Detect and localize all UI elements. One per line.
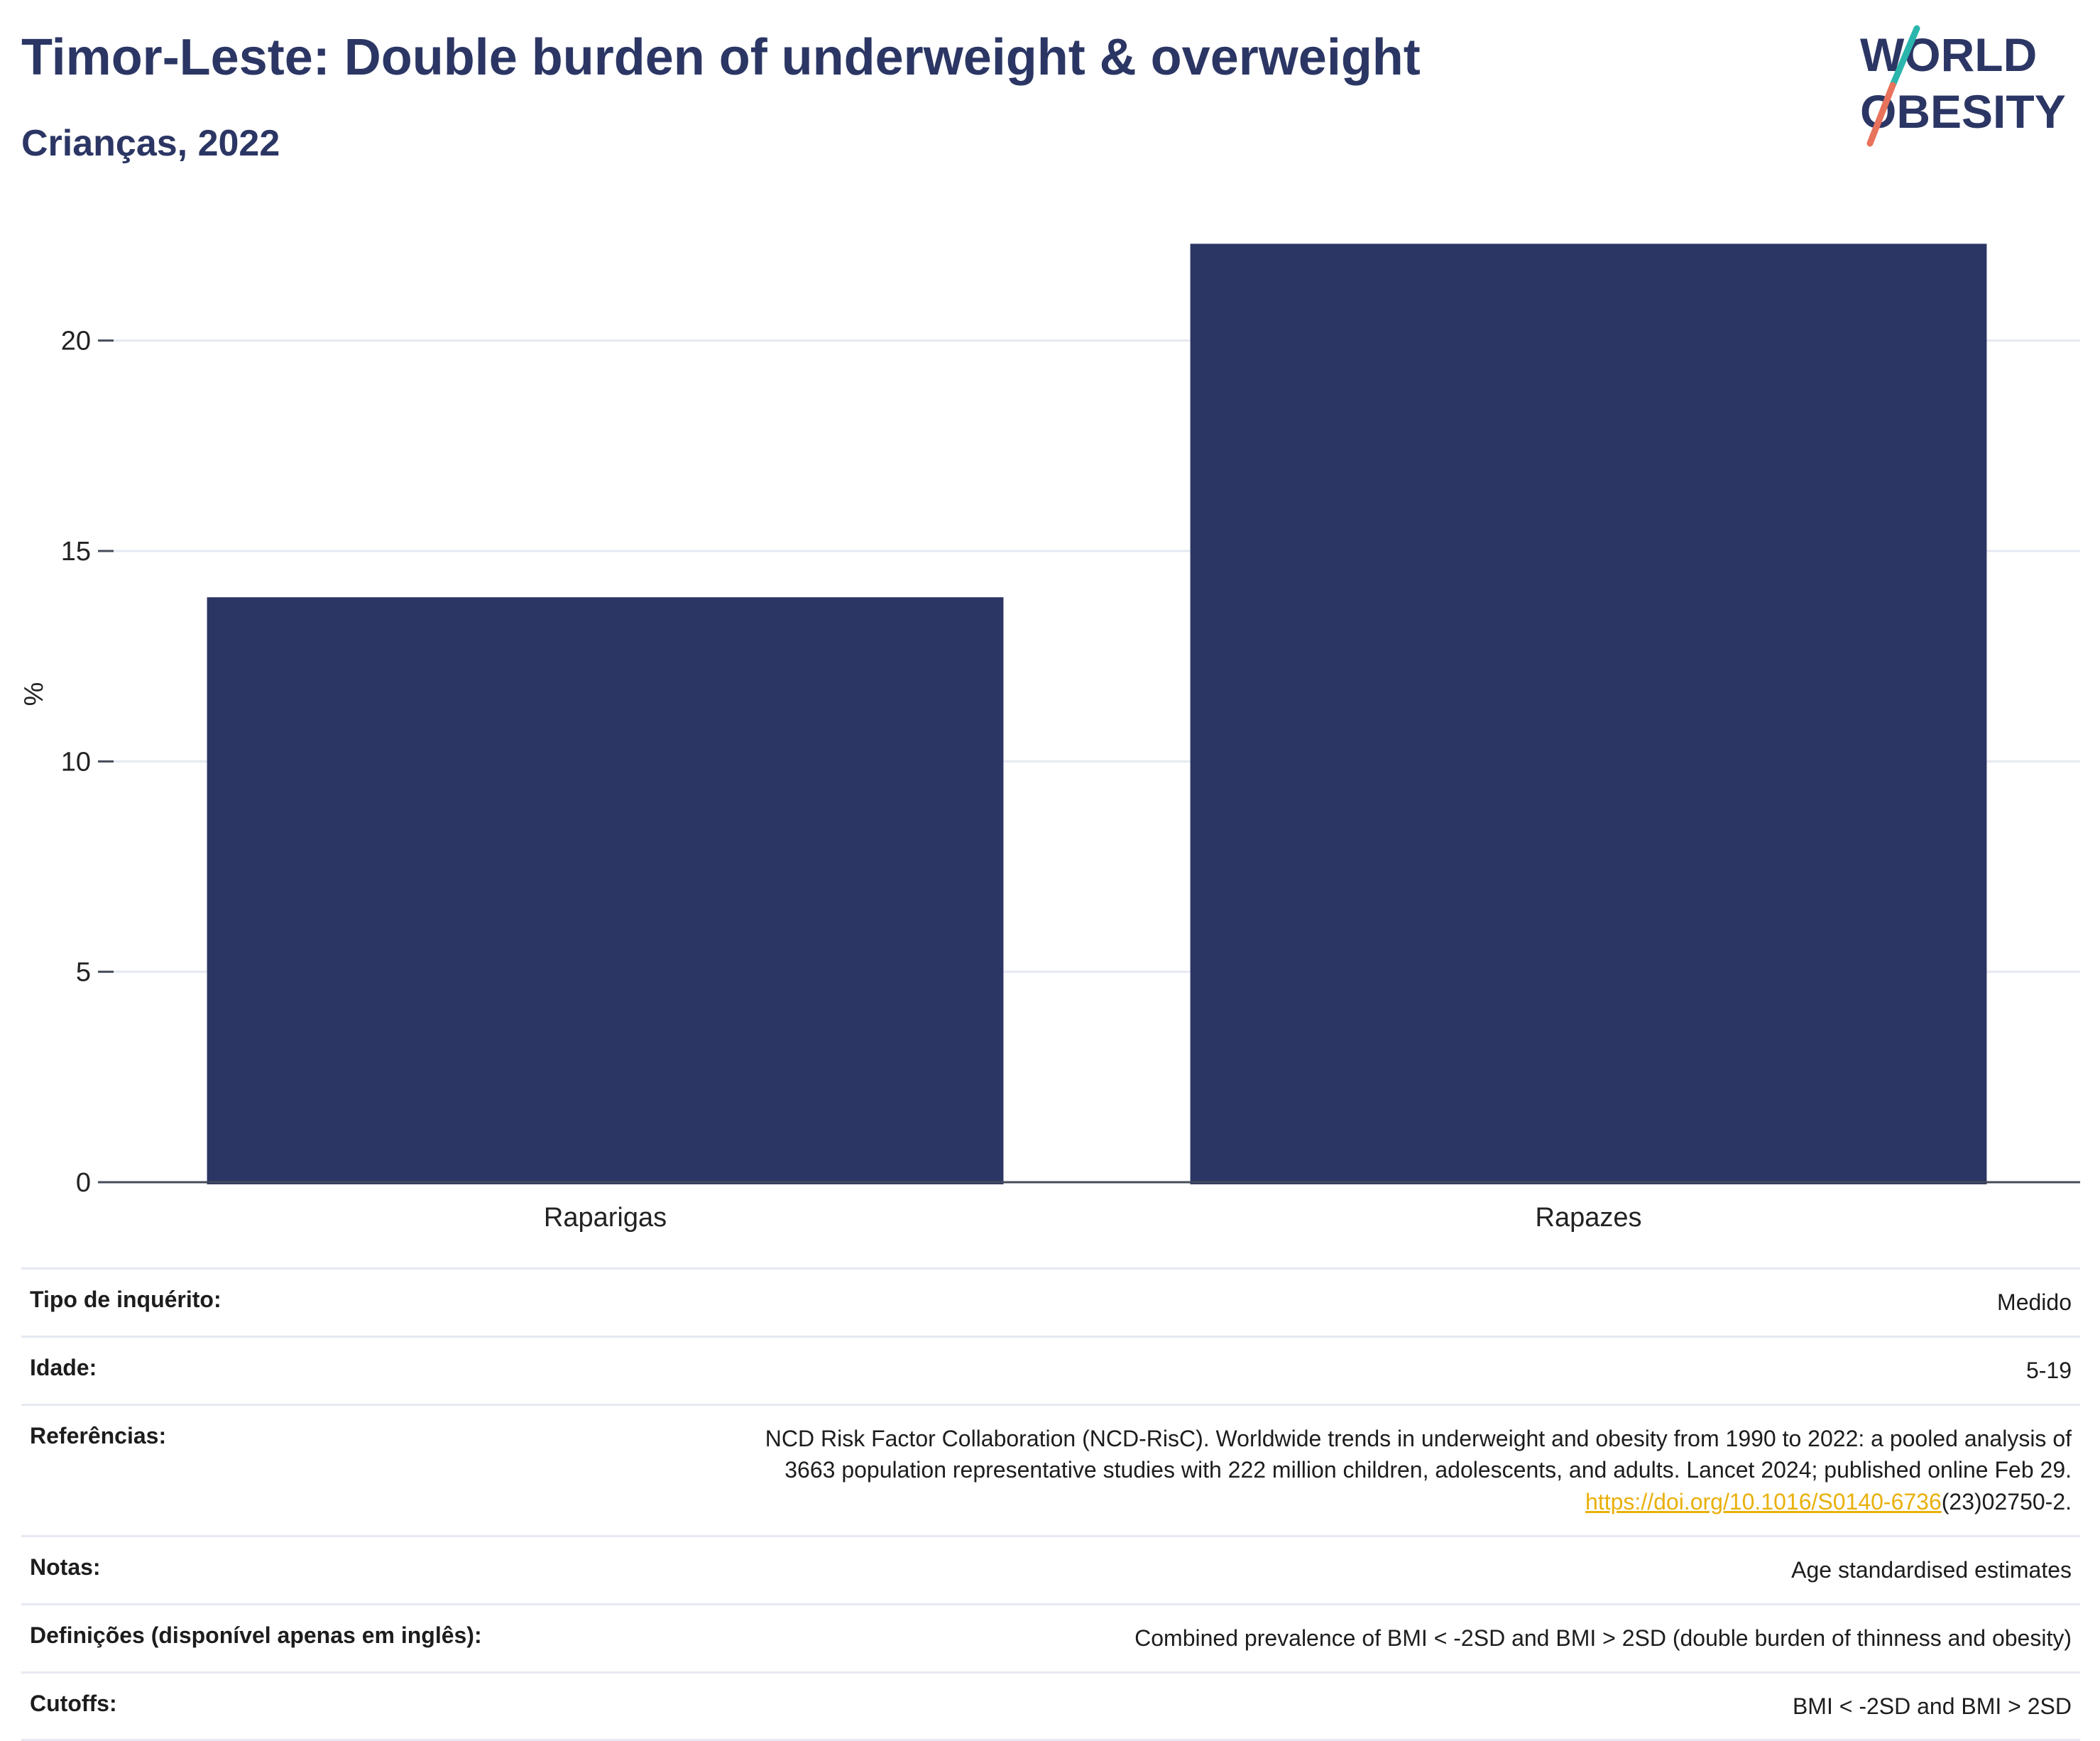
info-row-survey-type: Tipo de inquérito: Medido bbox=[21, 1267, 2080, 1337]
logo-line1: WORLD bbox=[1860, 28, 2037, 81]
bar-rapazes bbox=[1190, 244, 1987, 1184]
chart-subtitle: Crianças, 2022 bbox=[21, 123, 280, 164]
info-row-age: Idade: 5-19 bbox=[21, 1335, 2080, 1405]
y-axis-ticks: 0 5 10 15 20 bbox=[61, 327, 114, 1198]
info-row-cutoffs: Cutoffs: BMI < -2SD and BMI > 2SD bbox=[21, 1671, 2080, 1741]
references-line2: 3663 population representative studies w… bbox=[784, 1457, 2072, 1483]
age-value: 5-19 bbox=[620, 1335, 2080, 1405]
y-tick-label: 0 bbox=[76, 1168, 91, 1198]
notes-label: Notas: bbox=[21, 1534, 620, 1605]
references-label: Referências: bbox=[21, 1403, 620, 1537]
survey-type-value: Medido bbox=[620, 1267, 2080, 1337]
x-tick-label: Rapazes bbox=[1536, 1203, 1642, 1233]
logo-slash-teal bbox=[1889, 25, 1920, 89]
y-tick-label: 10 bbox=[61, 747, 91, 777]
references-doi-link[interactable]: https://doi.org/10.1016/S0140-6736 bbox=[1585, 1489, 1942, 1515]
references-line1: NCD Risk Factor Collaboration (NCD-RisC)… bbox=[765, 1425, 2072, 1451]
info-row-notes: Notas: Age standardised estimates bbox=[21, 1534, 2080, 1605]
world-obesity-logo: WORLD OBESITY bbox=[1860, 25, 2066, 147]
references-tail: (23)02750-2. bbox=[1941, 1489, 2072, 1515]
chart-title: Timor-Leste: Double burden of underweigh… bbox=[21, 29, 1421, 86]
cutoffs-value: BMI < -2SD and BMI > 2SD bbox=[620, 1671, 2080, 1741]
references-value: NCD Risk Factor Collaboration (NCD-RisC)… bbox=[620, 1403, 2080, 1537]
age-label: Idade: bbox=[21, 1335, 620, 1405]
info-row-definitions: Definições (disponível apenas em inglês)… bbox=[21, 1603, 2080, 1673]
y-tick-label: 15 bbox=[61, 537, 91, 567]
y-tick-label: 20 bbox=[61, 327, 91, 356]
definitions-value: Combined prevalence of BMI < -2SD and BM… bbox=[620, 1603, 2080, 1673]
info-table: Tipo de inquérito: Medido Idade: 5-19 Re… bbox=[21, 1267, 2080, 1741]
survey-type-label: Tipo de inquérito: bbox=[21, 1267, 620, 1337]
bar-chart: 0 5 10 15 20 Raparigas Rapazes % bbox=[19, 244, 2080, 1233]
info-row-references: Referências: NCD Risk Factor Collaborati… bbox=[21, 1403, 2080, 1537]
notes-value: Age standardised estimates bbox=[620, 1534, 2080, 1605]
cutoffs-label: Cutoffs: bbox=[21, 1671, 620, 1741]
y-axis-label: % bbox=[19, 682, 49, 706]
bar-raparigas bbox=[207, 597, 1004, 1184]
x-tick-label: Raparigas bbox=[544, 1203, 667, 1233]
definitions-label: Definições (disponível apenas em inglês)… bbox=[21, 1603, 620, 1673]
bars bbox=[207, 244, 1987, 1184]
y-tick-label: 5 bbox=[76, 958, 91, 988]
x-axis-ticks: Raparigas Rapazes bbox=[544, 1203, 1642, 1233]
logo-line2: OBESITY bbox=[1860, 85, 2066, 138]
logo-slash-coral bbox=[1866, 82, 1896, 147]
